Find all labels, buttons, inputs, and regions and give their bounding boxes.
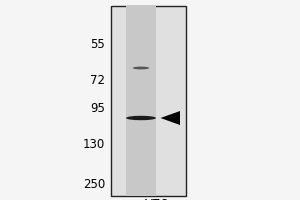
Polygon shape [160, 111, 180, 125]
Text: 72: 72 [90, 73, 105, 86]
Bar [126, 6, 156, 196]
Text: 55: 55 [90, 38, 105, 50]
Text: 250: 250 [83, 178, 105, 190]
Text: 95: 95 [90, 102, 105, 114]
Ellipse shape [133, 67, 149, 69]
Text: Y79: Y79 [144, 198, 168, 200]
Bar [111, 6, 186, 196]
Ellipse shape [126, 116, 156, 120]
Text: 130: 130 [83, 138, 105, 150]
